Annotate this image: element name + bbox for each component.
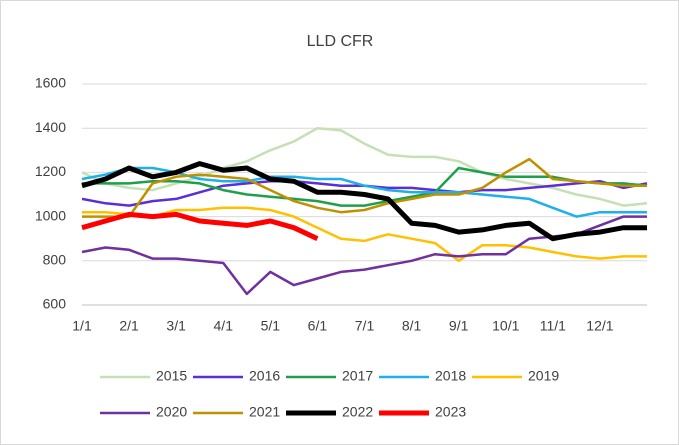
series-line (82, 157, 647, 218)
legend-label: 2016 (249, 368, 280, 384)
x-tick-label: 11/1 (540, 318, 566, 334)
x-tick-label: 7/1 (355, 318, 375, 334)
y-tick-label: 1000 (35, 207, 66, 223)
y-tick-label: 600 (43, 296, 67, 312)
x-tick-label: 2/1 (119, 318, 139, 334)
legend-label: 2020 (156, 404, 187, 420)
x-tick-label: 8/1 (402, 318, 422, 334)
x-tick-label: 9/1 (449, 318, 469, 334)
series-line (81, 126, 648, 207)
legend-label: 2023 (435, 404, 466, 420)
x-tick-label: 12/1 (586, 318, 613, 334)
legend-label: 2015 (156, 368, 187, 384)
y-tick-label: 1600 (35, 75, 66, 91)
legend-label: 2019 (528, 368, 559, 384)
x-tick-label: 3/1 (166, 318, 186, 334)
y-tick-label: 800 (43, 252, 67, 268)
legend-label: 2021 (249, 404, 280, 420)
x-tick-label: 6/1 (308, 318, 328, 334)
x-tick-label: 1/1 (72, 318, 92, 334)
y-tick-label: 1200 (35, 163, 66, 179)
x-tick-label: 10/1 (492, 318, 519, 334)
series-line (82, 206, 647, 263)
y-tick-label: 1400 (35, 119, 66, 135)
series-line (81, 211, 319, 241)
legend-label: 2022 (342, 404, 373, 420)
chart-title: LLD CFR (307, 33, 374, 50)
x-tick-label: 4/1 (214, 318, 234, 334)
legend-label: 2018 (435, 368, 466, 384)
legend-label: 2017 (342, 368, 373, 384)
x-tick-label: 5/1 (261, 318, 281, 334)
series-line (81, 161, 647, 242)
series-line (82, 166, 648, 207)
